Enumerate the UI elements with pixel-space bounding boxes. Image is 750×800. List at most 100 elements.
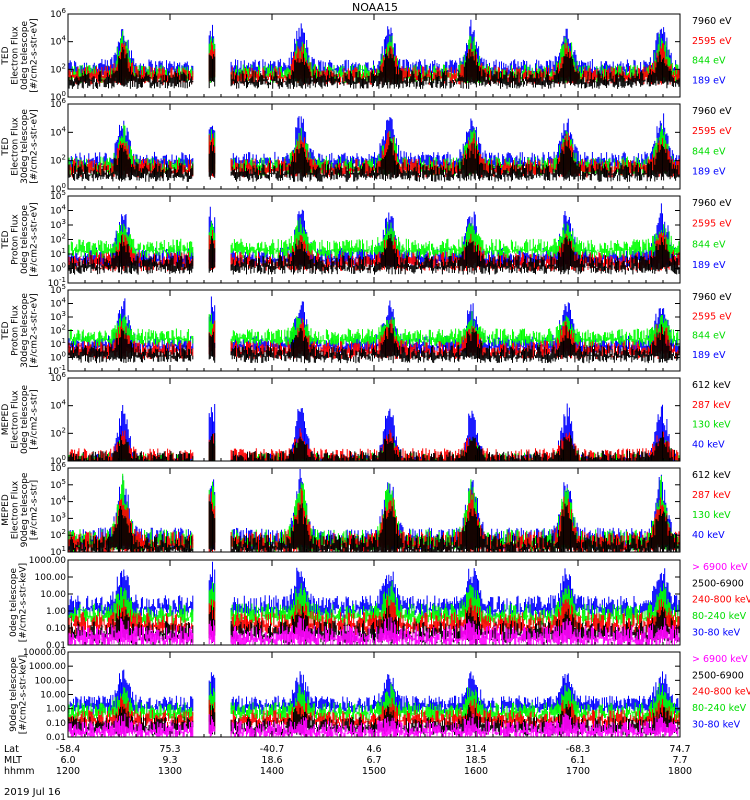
legend-entry: 2595 eV [692,36,732,47]
chart-title: NOAA15 [352,1,398,14]
y-axis-label: 90deg telescope [20,472,30,547]
y-tick-label: 104 [50,297,66,310]
y-axis-label: TED [1,230,11,249]
y-axis-label: 30deg telescope [20,109,30,184]
y-tick-label: 106 [50,7,66,20]
panel-7: 0.01 0.10 1.00 10.00 100.00 1000.00 0deg teles… [9,556,750,651]
bottom-tick-label: 1800 [668,766,692,777]
legend-entry: 612 keV [692,380,731,391]
date-label: 2019 Jul 16 [4,787,61,798]
y-axis-label: [#/cm2-s-str-eV] [30,18,40,93]
legend-entry: 189 eV [692,167,726,178]
legend-entry: 7960 eV [692,198,732,209]
bottom-tick-label: 18.6 [261,755,282,766]
y-axis-label: Electron Flux [11,480,21,539]
bottom-tick-label: 1300 [158,766,182,777]
y-tick-label: 103 [50,218,66,231]
legend-entry: 287 keV [692,490,731,501]
y-tick-label: 1.00 [46,607,66,617]
y-axis-label: 0deg telescope [9,568,19,638]
legend-entry: 130 keV [692,510,731,521]
legend-entry: 189 eV [692,75,726,86]
legend-entry: 612 keV [692,470,731,481]
y-tick-label: 101 [50,337,66,350]
y-tick-label: 104 [50,495,66,508]
bottom-tick-label: 75.3 [159,744,180,755]
y-tick-label: 102 [50,426,66,439]
y-axis-label: TED [1,46,11,65]
legend-entry: 130 keV [692,420,731,431]
bottom-tick-label: -68.3 [566,744,591,755]
panel-frame [67,377,681,462]
y-tick-label: 100 [50,351,66,364]
y-tick-label: 10.00 [40,590,66,600]
legend-entry: 287 keV [692,400,731,411]
y-axis-label: [#/cm2-s-str-eV] [30,202,40,277]
legend-entry: 2595 eV [692,311,732,322]
y-axis-label: 0deg telescope [20,385,30,455]
legend-entry: 40 keV [692,530,725,541]
y-tick-label: 105 [50,478,66,491]
y-axis-label: TED [1,137,11,156]
y-axis-label: 0deg telescope [20,21,30,91]
y-tick-label: 100.00 [35,573,67,583]
legend-entry: 2595 eV [692,126,732,137]
series-line [68,616,680,645]
legend-entry: 80-240 keV [692,611,747,622]
y-tick-label: 1.00 [46,705,66,715]
y-tick-label: 103 [50,511,66,524]
y-axis-label: MEPED [1,494,11,526]
legend-entry: > 6900 keV [692,562,748,573]
legend-entry: 7960 eV [692,106,732,117]
y-axis-label: Electron Flux [11,26,21,85]
bottom-tick-label: 6.7 [366,755,381,766]
y-tick-label: 103 [50,310,66,323]
legend-entry: 7960 eV [692,16,732,27]
y-tick-label: 0.01 [46,733,66,743]
y-tick-label: 104 [50,204,66,217]
legend-entry: 30-80 keV [692,627,741,638]
y-tick-label: 0.01 [46,641,66,651]
legend-entry: 844 eV [692,146,726,157]
y-tick-label: 102 [50,324,66,337]
legend-entry: 30-80 keV [692,719,741,730]
y-tick-label: 102 [50,528,66,541]
y-axis-label: Electron Flux [11,390,21,449]
series-line [68,324,680,364]
series-line [68,234,680,275]
legend-entry: 240-800 keV [692,595,750,606]
y-axis-label: [#/cm2-s-str] [30,389,40,449]
legend-entry: > 6900 keV [692,654,748,665]
y-tick-label: 10000.00 [23,648,66,658]
y-tick-label: 102 [50,62,66,75]
legend-entry: 189 eV [692,350,726,361]
y-axis-label: 0deg telescope [20,205,30,275]
y-axis-label: Proton Flux [11,305,21,356]
bottom-tick-label: 7.7 [672,755,687,766]
y-axis-label: [#/cm2-s-str-eV] [30,293,40,368]
y-axis-label: [#/cm2-s-str] [30,480,40,540]
y-axis-label: MEPED [1,404,11,436]
legend-entry: 189 eV [692,260,726,271]
bottom-tick-label: 4.6 [366,744,381,755]
y-axis-label: Proton Flux [11,214,21,265]
y-tick-label: 0.10 [46,719,66,729]
bottom-tick-label: 6.1 [570,755,585,766]
bottom-row-label: Lat [4,744,19,755]
y-axis-label: 30deg telescope [20,293,30,368]
y-tick-label: 102 [50,154,66,167]
legend-entry: 2595 eV [692,219,732,230]
y-tick-label: 104 [50,125,66,138]
series-line [68,296,680,354]
y-axis-label: [#/cm2-s-str-eV] [30,109,40,184]
y-axis-label: 90deg telescope [9,657,19,732]
bottom-row-label: hhmm [4,766,35,777]
legend-entry: 844 eV [692,239,726,250]
bottom-tick-label: 9.3 [162,755,177,766]
y-tick-label: 1000.00 [29,556,66,566]
